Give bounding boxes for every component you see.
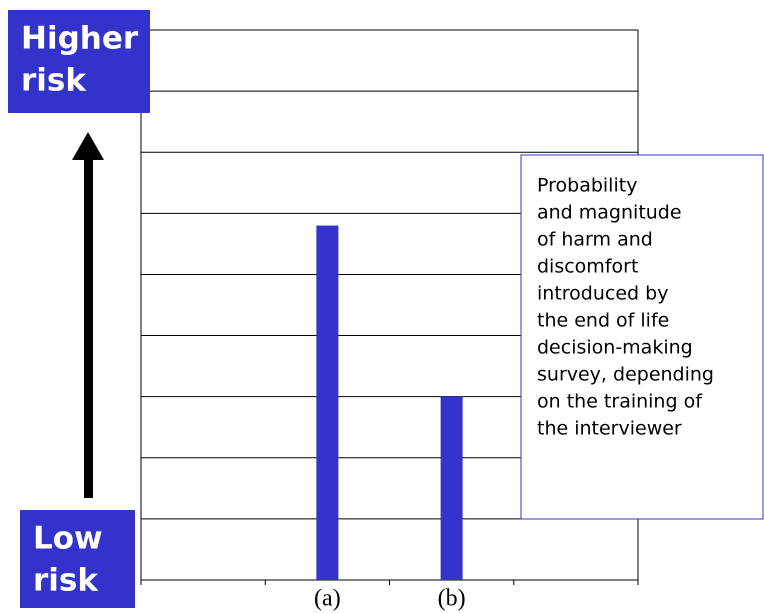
note-line: on the training of	[537, 391, 703, 413]
note-line: discomfort	[537, 256, 638, 278]
note-line: the interviewer	[537, 418, 682, 440]
note-line: introduced by	[537, 283, 668, 305]
note-line: survey, depending	[537, 364, 714, 386]
risk-label: Higher	[21, 21, 139, 57]
note-line: decision-making	[537, 337, 693, 359]
bar	[316, 225, 339, 581]
note-line: the end of life	[537, 310, 669, 332]
arrow	[72, 132, 104, 498]
risk-label: risk	[33, 563, 99, 599]
note-line: and magnitude	[537, 202, 682, 224]
bar	[440, 396, 463, 580]
x-tick-label: (a)	[314, 586, 341, 612]
note-line: of harm and	[537, 229, 653, 251]
risk-label: risk	[21, 63, 87, 99]
note-line: Probability	[537, 175, 637, 197]
risk-box	[20, 510, 135, 608]
risk-label: Low	[33, 521, 103, 557]
x-tick-label: (b)	[438, 586, 466, 612]
risk-box	[8, 10, 150, 113]
note-box	[520, 154, 764, 520]
